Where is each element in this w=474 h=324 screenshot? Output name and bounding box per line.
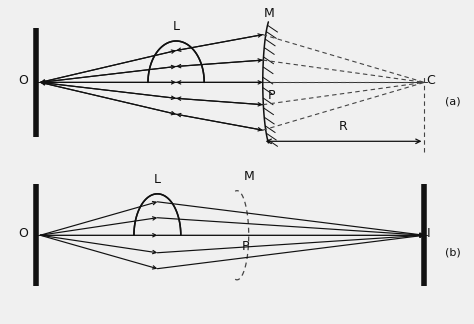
Text: P: P bbox=[242, 240, 249, 253]
Text: C: C bbox=[427, 74, 436, 87]
Text: O: O bbox=[18, 227, 28, 240]
Text: I: I bbox=[427, 227, 430, 240]
Text: P: P bbox=[267, 89, 275, 102]
Text: O: O bbox=[18, 74, 28, 87]
Text: L: L bbox=[154, 173, 161, 186]
Text: (a): (a) bbox=[446, 97, 461, 107]
Text: L: L bbox=[173, 20, 180, 33]
Text: M: M bbox=[244, 170, 255, 183]
Text: (b): (b) bbox=[446, 248, 461, 258]
Text: R: R bbox=[339, 120, 348, 133]
Text: M: M bbox=[264, 7, 275, 20]
